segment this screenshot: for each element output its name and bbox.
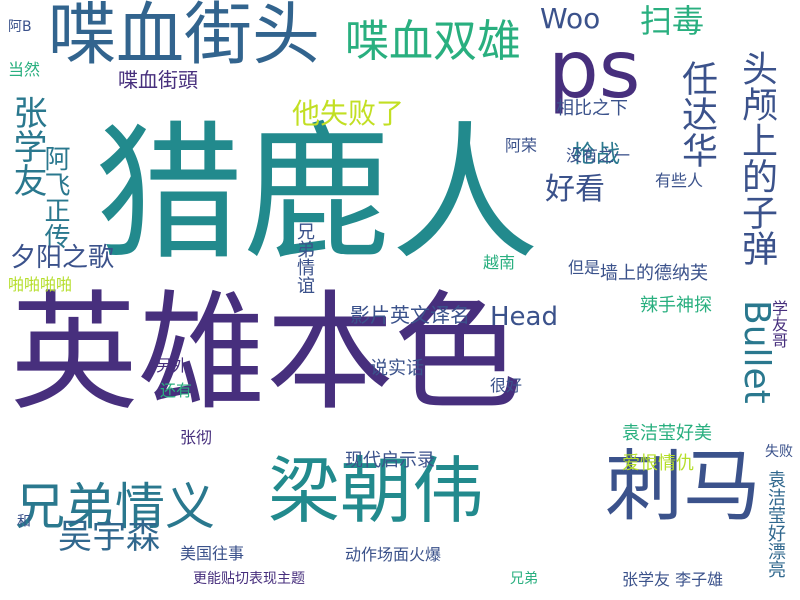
cloud-word: 喋血街頭 [118,68,198,92]
cloud-word: 张学友 李子雄 [622,570,724,589]
cloud-word: 刺马 [605,442,762,532]
cloud-word: 猎鹿人 [95,108,539,280]
cloud-word: 张学友 [7,95,47,197]
cloud-word: 喋血街头 [48,0,321,75]
cloud-word: 兄弟情义 [15,478,215,536]
cloud-word: 阿飞正传 [40,145,70,249]
cloud-word: Head [490,302,558,332]
cloud-word: 还有 [160,381,193,400]
cloud-word: 越南 [483,253,516,272]
cloud-word: 阿荣 [505,136,538,155]
cloud-word: 夕阳之歌 [10,243,115,273]
cloud-word: 辣手神探 [640,295,712,316]
cloud-word: 袁洁莹好漂亮 [765,470,786,578]
cloud-word: 更能贴切表现主题 [193,571,305,587]
cloud-word: 喋血双雄 [345,16,521,67]
cloud-word: 吴宇森 [58,517,160,557]
cloud-word: 但是 [568,258,601,277]
cloud-word: 头颅上的子弹 [736,50,777,266]
cloud-word: 啪啪啪啪 [8,275,73,294]
cloud-word: 很好 [490,376,523,395]
cloud-word: 兄弟 [510,571,538,587]
cloud-word: 学友哥 [769,300,788,348]
cloud-word: 墙上的德纳芙 [600,263,708,284]
cloud-word: 任达华 [676,60,717,168]
cloud-word: 失败 [765,444,793,460]
cloud-word: 英雄本色 [10,279,523,428]
cloud-word: 影片英文译名 [350,303,470,327]
cloud-word: 有些人 [655,171,704,190]
cloud-word: 梁朝伟 [268,449,485,533]
cloud-word: 袁洁莹好美 [622,423,712,444]
cloud-word: 美国往事 [180,544,245,563]
cloud-word: 好看 [545,172,605,207]
cloud-word: 和 [17,514,31,530]
cloud-word: 兄弟情谊 [294,222,315,294]
cloud-word: 没有之一 [566,146,631,165]
cloud-word: 枪战 [572,140,620,168]
cloud-word: Woo [540,2,601,35]
cloud-word: 张彻 [180,428,213,447]
cloud-word: 动作场面火爆 [345,545,442,564]
cloud-word: ps [548,23,641,116]
cloud-word: 扫毒 [640,2,705,40]
cloud-word: Bullet [736,300,777,404]
cloud-word: 阿B [8,19,32,35]
cloud-word: 爱恨情仇 [622,453,694,474]
cloud-word: 他失败了 [292,97,405,130]
cloud-word: 当然 [8,60,41,79]
cloud-word: 相比之下 [556,98,628,119]
cloud-word: 另外 [156,356,189,375]
cloud-word: 说实话 [370,358,424,379]
cloud-word: 现代启示录 [345,450,435,471]
